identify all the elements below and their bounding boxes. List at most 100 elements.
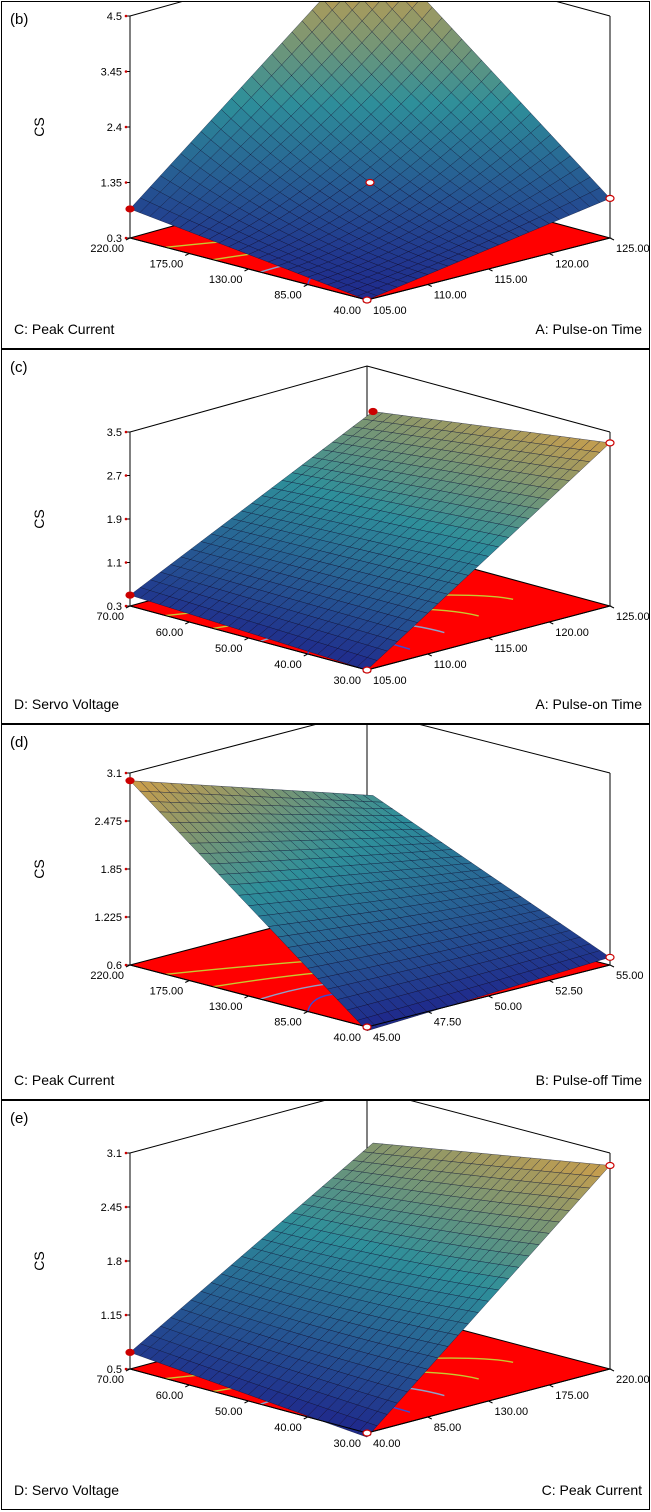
x-tick-label: 220.00	[90, 970, 124, 982]
x-tick-label: 40.00	[333, 1032, 361, 1044]
x-tick-label: 85.00	[274, 1017, 302, 1029]
x-tick-label: 40.00	[333, 305, 361, 317]
x-tick	[244, 637, 249, 641]
response-surface	[129, 2, 611, 301]
x-tick	[303, 1011, 308, 1014]
y-tick	[609, 964, 615, 968]
z-tick-label: 3.5	[107, 427, 122, 439]
y-axis-label: B: Pulse-off Time	[536, 1072, 643, 1088]
z-tick-dot	[124, 517, 128, 521]
y-tick-label: 110.00	[434, 290, 467, 302]
x-tick-label: 70.00	[96, 611, 124, 623]
y-tick-label: 125.00	[616, 243, 649, 255]
z-axis-label: CS	[31, 1251, 47, 1270]
y-tick	[488, 995, 493, 999]
x-tick-label: 40.00	[274, 1422, 302, 1434]
z-tick-label: 3.1	[107, 768, 122, 780]
surface-cell	[356, 292, 378, 301]
design-point-marker	[605, 194, 615, 202]
design-point-marker	[362, 666, 372, 674]
z-tick-dot	[124, 181, 128, 184]
x-tick-label: 40.00	[274, 659, 302, 671]
z-tick-label: 1.1	[107, 558, 122, 570]
z-tick-label: 2.7	[107, 471, 122, 483]
y-tick-label: 220.00	[616, 1374, 649, 1386]
x-tick-label: 50.00	[215, 1406, 243, 1418]
design-point-marker	[362, 296, 372, 304]
z-tick-dot	[124, 70, 128, 73]
y-tick-label: 115.00	[495, 643, 528, 655]
y-tick-label: 50.00	[495, 1001, 523, 1013]
surface-plot-b: (b) 0.3 1.35 2.4 3.45 4.5 CS 220.00 175.00 130.00…	[10, 2, 649, 337]
z-tick-dot	[124, 561, 128, 564]
x-axis-label: C: Peak Current	[14, 321, 114, 337]
surface-plot-c: (c) 0.3 1.1 1.9 2.7 3.5 CS 70.00 60.00 50.00 40.00…	[10, 359, 649, 712]
x-tick-label: 70.00	[96, 1374, 124, 1386]
x-tick	[125, 964, 131, 968]
z-tick-label: 0.5	[107, 1364, 122, 1376]
y-tick-label: 45.00	[373, 1032, 401, 1044]
x-tick-label: 85.00	[274, 290, 302, 302]
y-tick	[427, 1011, 432, 1014]
z-tick-dot	[124, 915, 128, 919]
z-tick-dot	[124, 771, 128, 775]
panel-label: (c)	[10, 359, 28, 376]
x-tick	[303, 1416, 308, 1420]
z-tick-dot	[124, 604, 128, 608]
x-tick-label: 30.00	[333, 675, 361, 687]
y-tick-label: 52.50	[555, 986, 583, 998]
z-tick-dot	[124, 963, 128, 967]
z-tick-label: 0.3	[107, 601, 122, 613]
x-tick-label: 60.00	[156, 627, 184, 639]
z-tick-label: 1.9	[107, 514, 122, 526]
panel-label: (d)	[10, 734, 28, 751]
design-point-marker	[368, 407, 378, 416]
surface-panel-b: (b) 0.3 1.35 2.4 3.45 4.5 CS 220.00 175.00 130.00…	[1, 1, 650, 349]
z-tick-dot	[124, 1367, 128, 1371]
z-tick-label: 3.45	[101, 67, 122, 79]
z-tick-label: 0.6	[107, 960, 122, 972]
y-tick	[549, 253, 554, 256]
z-tick-dot	[124, 1151, 128, 1155]
design-point-marker	[605, 1161, 615, 1170]
y-tick	[427, 284, 432, 287]
z-tick-dot	[124, 819, 128, 823]
y-tick	[488, 637, 493, 641]
x-tick	[125, 1368, 131, 1372]
y-tick	[609, 237, 615, 241]
y-tick	[488, 268, 493, 272]
y-tick-label: 55.00	[616, 970, 644, 982]
x-tick	[185, 980, 190, 983]
z-tick-dot	[124, 1259, 128, 1263]
response-surface	[129, 411, 611, 671]
x-tick	[185, 621, 190, 625]
y-tick	[549, 980, 554, 983]
z-tick-label: 1.35	[101, 178, 122, 190]
surface-cell	[406, 2, 418, 9]
box-top-edge	[129, 725, 611, 774]
z-tick-label: 2.475	[94, 816, 122, 828]
z-tick-label: 4.5	[107, 11, 122, 23]
x-tick	[185, 1384, 190, 1388]
z-tick-dot	[124, 474, 128, 477]
y-tick	[549, 621, 554, 625]
surface-panel-e: (e) 0.5 1.15 1.8 2.45 3.1 CS 70.00 60.00 50.00 40.…	[1, 1100, 650, 1510]
z-tick-label: 1.85	[101, 864, 122, 876]
y-tick-label: 125.00	[616, 611, 649, 623]
response-surface	[129, 780, 611, 1032]
z-tick-label: 1.15	[101, 1310, 122, 1322]
z-tick-dot	[124, 1313, 128, 1317]
design-point-marker	[362, 1023, 372, 1031]
y-tick-label: 40.00	[373, 1438, 401, 1450]
surface-plot-e: (e) 0.5 1.15 1.8 2.45 3.1 CS 70.00 60.00 50.00 40.…	[10, 1101, 649, 1498]
x-tick	[125, 605, 131, 609]
x-axis-label: D: Servo Voltage	[14, 1482, 119, 1498]
y-tick	[609, 605, 615, 609]
x-tick	[244, 1400, 249, 1404]
z-tick-label: 2.4	[107, 122, 122, 134]
design-point-marker	[365, 178, 375, 187]
panel-label: (b)	[10, 11, 28, 28]
x-tick	[244, 268, 249, 272]
y-tick	[549, 1384, 554, 1388]
z-tick-label: 1.8	[107, 1256, 122, 1268]
